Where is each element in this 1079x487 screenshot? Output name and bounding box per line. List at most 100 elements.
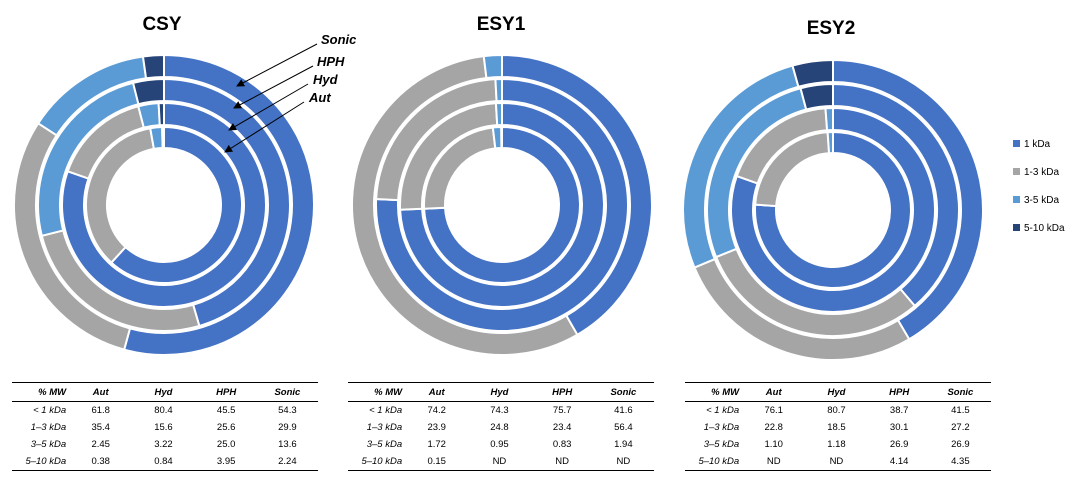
table-row: 1–3 kDa 23.9 24.8 23.4 56.4 <box>348 419 654 436</box>
table-header: Sonic <box>929 382 991 402</box>
table-cell: 35.4 <box>91 422 110 433</box>
row-label: 1–3 kDa <box>366 422 403 433</box>
ring-label-sonic: Sonic <box>321 32 357 47</box>
table-cell: 0.84 <box>131 453 196 471</box>
table-row: < 1 kDa 74.2 74.3 75.7 41.6 <box>348 402 654 420</box>
ring-segment-hph-4 <box>132 78 165 106</box>
legend-swatch <box>1013 196 1020 203</box>
donut-chart-esy1: ESY1 <box>351 14 653 356</box>
table-header: Hyd <box>804 382 869 402</box>
legend: 1 kDa 1-3 kDa 3-5 kDa 5-10 kDa <box>1013 139 1065 234</box>
table-row: 1–3 kDa 22.8 18.5 30.1 27.2 <box>685 419 991 436</box>
table-cell: 25.6 <box>216 422 236 433</box>
table-cell: 41.5 <box>951 405 970 416</box>
table-cell: 2.45 <box>91 439 110 450</box>
table-cell: 26.9 <box>951 439 970 450</box>
ring-label-aut: Aut <box>308 90 331 105</box>
ring-segment-aut-3 <box>491 126 503 150</box>
table-cell: 23.9 <box>427 422 446 433</box>
table-cell: ND <box>743 453 805 471</box>
donut-chart-esy2: ESY2 <box>682 18 984 361</box>
table-cell: 38.7 <box>889 405 909 416</box>
row-label: 1–3 kDa <box>703 422 740 433</box>
annotation-arrow <box>236 43 318 87</box>
ring-segment-hyd-1 <box>399 102 605 308</box>
ring-segment-hyd-3 <box>824 107 834 132</box>
ring-segment-aut-4 <box>161 125 165 150</box>
chart-title: CSY <box>142 14 181 35</box>
table-cell: 30.1 <box>889 422 909 433</box>
table-cell: 25.0 <box>216 439 236 450</box>
table-cell: 15.6 <box>154 422 173 433</box>
row-label: < 1 kDa <box>706 405 740 416</box>
chart-title: ESY1 <box>477 14 526 35</box>
row-label: 5–10 kDa <box>348 453 407 471</box>
table-row: 3–5 kDa 1.10 1.18 26.9 26.9 <box>685 436 991 453</box>
table-cell: 3.95 <box>195 453 257 471</box>
table-cell: 27.2 <box>951 422 970 433</box>
table-header: Hyd <box>467 382 532 402</box>
row-label: < 1 kDa <box>369 405 403 416</box>
legend-swatch <box>1013 224 1020 231</box>
table-row: 3–5 kDa 1.72 0.95 0.83 1.94 <box>348 436 654 453</box>
table-row: < 1 kDa 76.1 80.7 38.7 41.5 <box>685 402 991 420</box>
table-header: Sonic <box>592 382 654 402</box>
row-label: 5–10 kDa <box>685 453 744 471</box>
table-cell: 26.9 <box>889 439 909 450</box>
table-cell: 23.4 <box>552 422 572 433</box>
table-cell: 2.24 <box>256 453 318 471</box>
table-cell: 0.83 <box>552 439 572 450</box>
table-cell: 4.35 <box>929 453 991 471</box>
table-cell: 41.6 <box>614 405 633 416</box>
table-row: 3–5 kDa 2.45 3.22 25.0 13.6 <box>12 436 318 453</box>
table-cell: 24.8 <box>490 422 509 433</box>
ring-segment-hyd-3 <box>494 101 503 127</box>
table-cell: 80.7 <box>827 405 846 416</box>
ring-segment-aut-1 <box>754 131 912 289</box>
table-esy1: % MW Aut Hyd HPH Sonic < 1 kDa 74.2 74.3 75.7 41.… <box>348 382 654 471</box>
table-cell: 18.5 <box>827 422 846 433</box>
table-cell: ND <box>592 453 654 471</box>
table-cell: 0.95 <box>490 439 509 450</box>
table-cell: 74.2 <box>427 405 446 416</box>
ring-segment-hph-3 <box>494 78 503 103</box>
table-cell: 45.5 <box>216 405 236 416</box>
table-header: Sonic <box>256 382 318 402</box>
table-row: 5–10 kDa ND ND 4.14 4.35 <box>685 453 991 471</box>
ring-segment-hyd-4 <box>157 102 165 127</box>
table-header: Aut <box>406 382 468 402</box>
ring-segment-sonic-4 <box>141 54 165 80</box>
legend-label: 1-3 kDa <box>1024 167 1059 178</box>
table-cell: 13.6 <box>278 439 297 450</box>
table-row: 5–10 kDa 0.38 0.84 3.95 2.24 <box>12 453 318 471</box>
legend-swatch <box>1013 140 1020 147</box>
table-header: Aut <box>743 382 805 402</box>
row-label: 1–3 kDa <box>30 422 67 433</box>
ring-segment-sonic-3 <box>482 54 503 79</box>
table-header: % MW <box>685 382 744 402</box>
table-header: HPH <box>531 382 593 402</box>
legend-label: 3-5 kDa <box>1024 195 1059 206</box>
ring-segment-hyd-1 <box>730 107 936 313</box>
table-cell: 0.15 <box>406 453 468 471</box>
row-label: 3–5 kDa <box>30 439 67 450</box>
row-label: 3–5 kDa <box>703 439 740 450</box>
chart-title: ESY2 <box>807 18 856 39</box>
table-cell: 76.1 <box>764 405 783 416</box>
table-cell: 3.22 <box>154 439 173 450</box>
ring-segment-hyd-1 <box>61 102 267 308</box>
ring-segment-aut-4 <box>500 125 503 150</box>
table-cell: ND <box>467 453 532 471</box>
annotation-arrow <box>224 101 305 153</box>
table-cell: 1.18 <box>827 439 846 450</box>
table-cell: 22.8 <box>764 422 783 433</box>
table-header: Hyd <box>131 382 196 402</box>
table-cell: 29.9 <box>278 422 297 433</box>
table-row: 1–3 kDa 35.4 15.6 25.6 29.9 <box>12 419 318 436</box>
table-cell: 56.4 <box>614 422 633 433</box>
table-esy2: % MW Aut Hyd HPH Sonic < 1 kDa 76.1 80.7 38.7 41.… <box>685 382 991 471</box>
legend-swatch <box>1013 168 1020 175</box>
table-cell: 80.4 <box>154 405 173 416</box>
table-cell: 61.8 <box>91 405 110 416</box>
